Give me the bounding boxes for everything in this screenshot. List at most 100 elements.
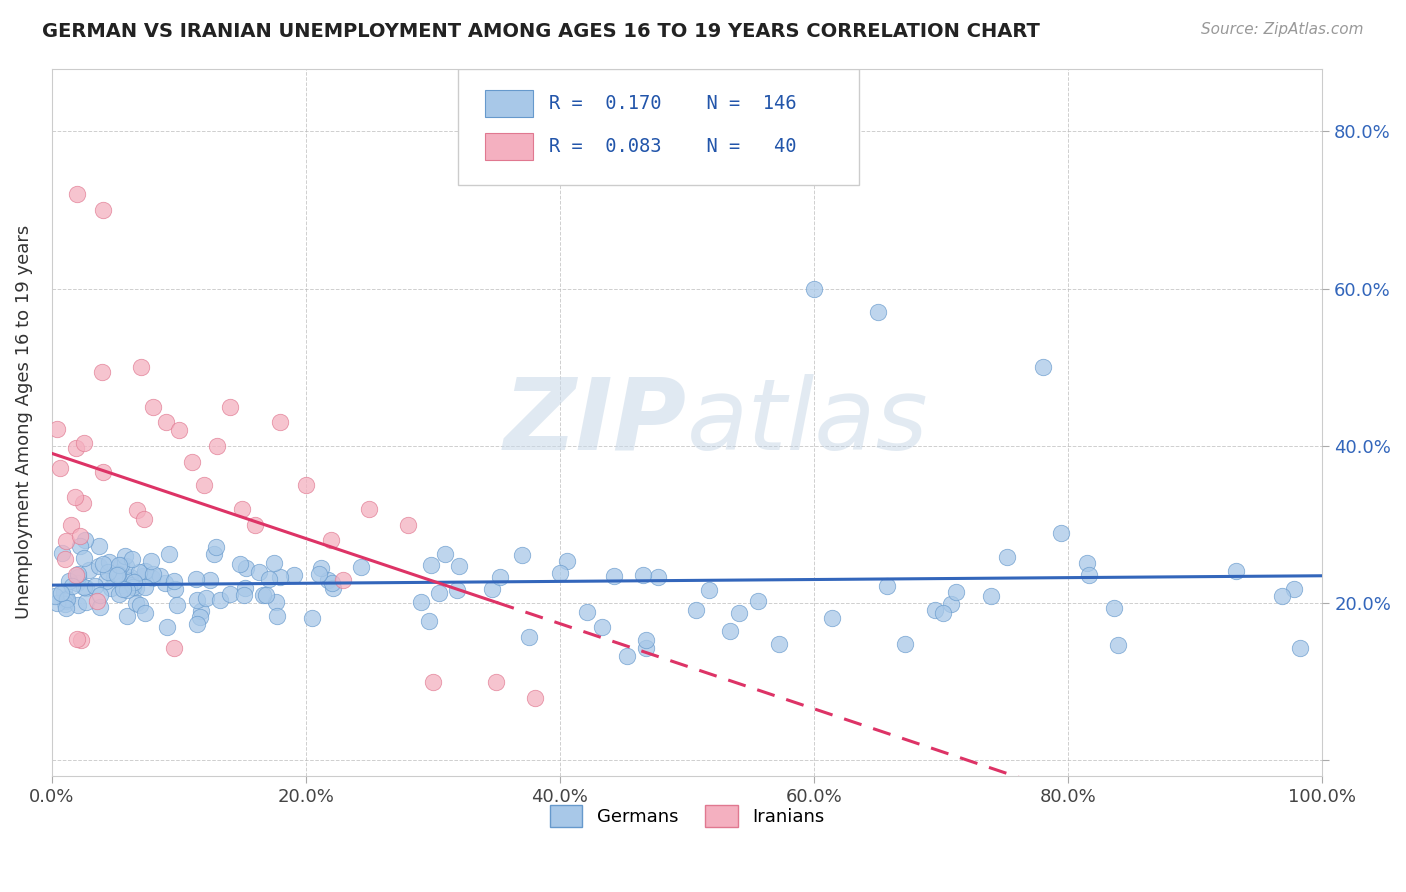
Point [66, 187, 89, 202]
Text: GERMAN VS IRANIAN UNEMPLOYMENT AMONG AGES 16 TO 19 YEARS CORRELATION CHART: GERMAN VS IRANIAN UNEMPLOYMENT AMONG AGE… [42, 22, 1040, 41]
Point [51, 545, 73, 559]
Point [165, 582, 187, 596]
Point [141, 571, 163, 585]
Point [62, 579, 84, 593]
Point [55, 591, 77, 605]
Point [110, 558, 132, 572]
Point [121, 578, 143, 592]
Point [219, 586, 242, 600]
Point [768, 637, 790, 651]
Point [90, 365, 112, 379]
Point [73, 551, 96, 566]
Point [932, 607, 955, 621]
Point [125, 581, 148, 595]
Point [120, 570, 142, 584]
Point [89, 599, 111, 614]
Point [188, 610, 211, 624]
Point [77, 562, 100, 576]
Point [107, 558, 129, 572]
Point [481, 582, 503, 596]
Point [55, 600, 77, 615]
Point [1284, 582, 1306, 596]
Point [205, 540, 228, 554]
Text: R =  0.170    N =  146: R = 0.170 N = 146 [548, 95, 796, 113]
Point [163, 640, 186, 655]
Point [229, 557, 252, 571]
Point [91, 557, 114, 571]
Point [128, 565, 150, 579]
Point [134, 606, 156, 620]
Point [231, 501, 253, 516]
Point [396, 517, 419, 532]
Point [422, 674, 444, 689]
Point [67, 567, 90, 582]
Point [75, 581, 97, 595]
Point [56, 592, 79, 607]
Point [142, 400, 165, 414]
Point [60, 518, 83, 533]
Text: R =  0.083    N =   40: R = 0.083 N = 40 [548, 136, 796, 156]
Point [180, 455, 202, 469]
Point [55, 592, 77, 607]
Point [591, 620, 613, 634]
Point [876, 579, 898, 593]
Point [359, 501, 381, 516]
Point [132, 569, 155, 583]
Point [1288, 640, 1310, 655]
Point [117, 609, 139, 624]
Point [115, 582, 138, 597]
Point [156, 620, 179, 634]
Point [63, 490, 86, 504]
Point [718, 624, 741, 639]
Point [73, 533, 96, 547]
Point [142, 567, 165, 582]
Point [49, 461, 72, 475]
Point [73, 436, 96, 450]
Point [190, 604, 212, 618]
Point [555, 554, 578, 568]
Point [232, 588, 254, 602]
Point [1076, 557, 1098, 571]
Point [141, 554, 163, 568]
Point [134, 564, 156, 578]
Point [309, 561, 332, 575]
Point [67, 570, 90, 584]
Point [91, 202, 114, 217]
Point [1107, 638, 1129, 652]
Point [134, 512, 156, 526]
Point [523, 690, 546, 705]
Point [322, 581, 344, 595]
Point [208, 592, 231, 607]
Point [120, 573, 142, 587]
Point [89, 539, 111, 553]
Point [107, 567, 129, 582]
Point [149, 569, 172, 583]
Point [634, 641, 657, 656]
Point [163, 574, 186, 589]
Point [924, 602, 946, 616]
Point [153, 575, 176, 590]
Point [489, 570, 512, 584]
Point [202, 547, 225, 561]
Point [157, 547, 180, 561]
Point [86, 593, 108, 607]
Point [1271, 589, 1294, 603]
Point [269, 415, 291, 429]
Point [419, 558, 441, 573]
Point [603, 568, 626, 582]
Point [252, 588, 274, 602]
Point [449, 559, 471, 574]
Point [114, 558, 136, 573]
Point [66, 632, 89, 647]
Point [98, 555, 121, 569]
Point [121, 580, 143, 594]
Point [647, 570, 669, 584]
FancyBboxPatch shape [485, 133, 533, 160]
Point [72, 496, 94, 510]
Point [1078, 568, 1101, 582]
Point [616, 649, 638, 664]
Point [321, 575, 343, 590]
Point [65, 568, 87, 582]
Point [73, 580, 96, 594]
Point [195, 591, 218, 606]
